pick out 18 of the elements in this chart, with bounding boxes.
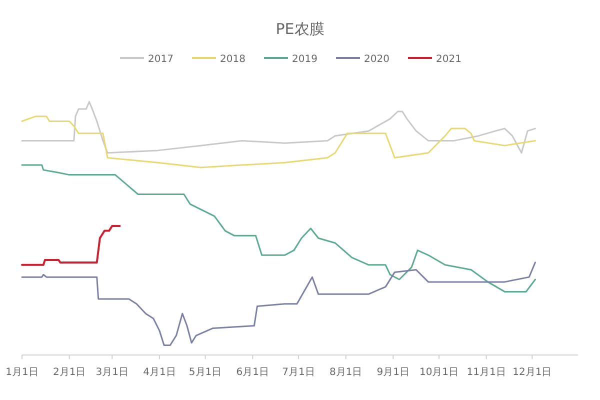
x-tick-label: 8月1日	[329, 367, 362, 378]
x-tick-label: 2月1日	[52, 367, 86, 378]
legend-label: 2019	[292, 54, 318, 65]
x-tick-label: 6月1日	[236, 367, 270, 378]
legend-label: 2017	[148, 54, 174, 65]
x-tick-label: 5月1日	[188, 367, 222, 378]
x-tick-label: 3月1日	[96, 367, 128, 378]
legend-label: 2020	[364, 54, 390, 65]
legend-label: 2021	[436, 54, 462, 65]
x-tick-label: 9月1日	[376, 367, 410, 378]
legend-label: 2018	[220, 54, 246, 65]
x-tick-label: 11月1日	[466, 367, 506, 378]
chart-title: PE农膜	[276, 20, 324, 38]
x-tick-label: 7月1日	[282, 367, 315, 378]
x-tick-label: 12月1日	[512, 367, 552, 378]
x-tick-label: 1月1日	[6, 367, 38, 378]
x-tick-label: 10月1日	[419, 367, 459, 378]
x-tick-label: 4月1日	[143, 367, 176, 378]
